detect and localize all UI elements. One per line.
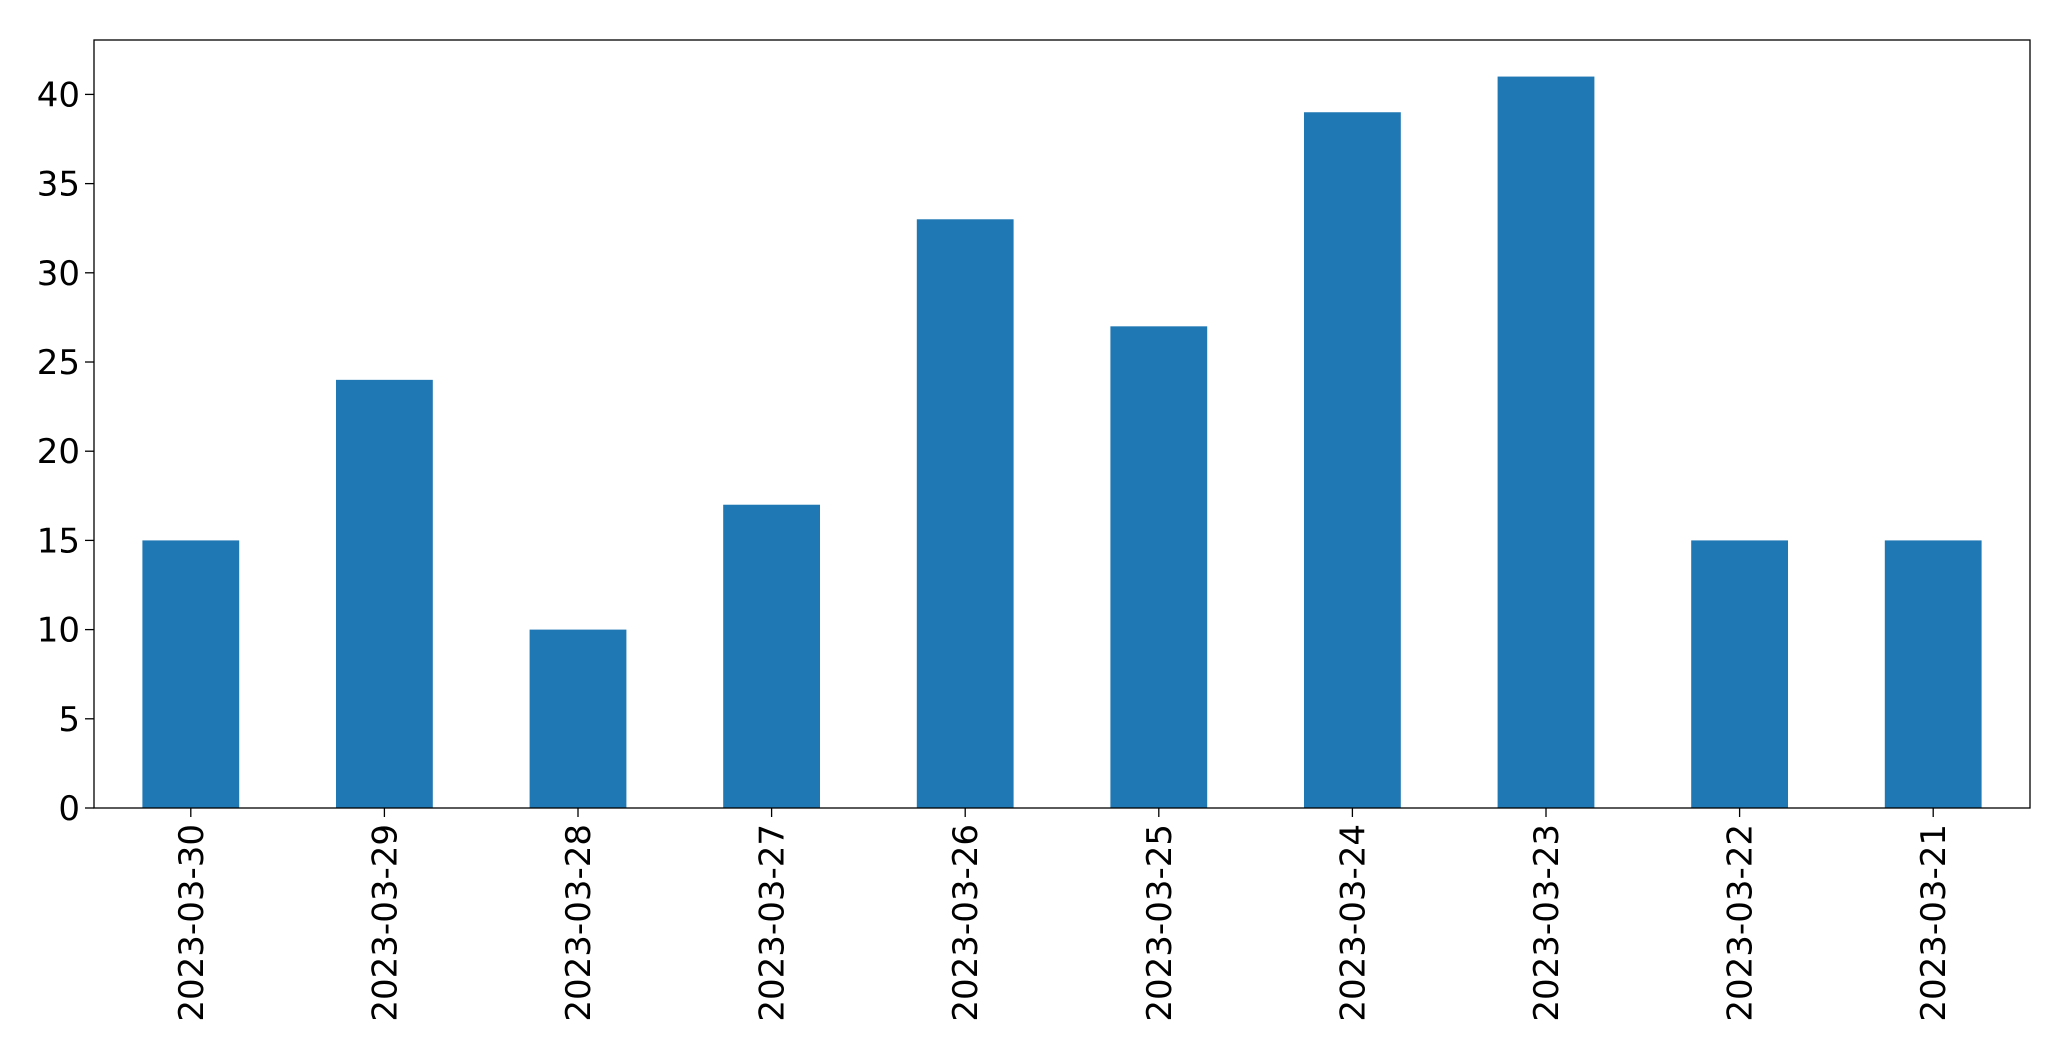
bar xyxy=(916,219,1014,809)
bar xyxy=(336,379,433,808)
y-tick-label: 10 xyxy=(37,611,80,651)
bar xyxy=(142,540,240,808)
x-tick-label: 2023-03-30 xyxy=(172,824,212,1022)
bar xyxy=(1110,326,1208,808)
x-tick-label: 2023-03-26 xyxy=(946,824,986,1022)
y-tick-label: 5 xyxy=(58,700,80,740)
plot-frame xyxy=(93,39,2031,809)
y-tick-label: 25 xyxy=(37,343,80,383)
bar xyxy=(1884,540,1982,808)
y-tick-label: 30 xyxy=(37,254,80,294)
x-tick-label: 2023-03-28 xyxy=(559,824,599,1022)
bar xyxy=(529,629,627,808)
x-tick-label: 2023-03-24 xyxy=(1333,824,1373,1022)
bar xyxy=(1304,112,1401,809)
x-tick-label: 2023-03-22 xyxy=(1721,824,1761,1022)
bar xyxy=(1497,76,1595,809)
x-tick-label: 2023-03-27 xyxy=(753,824,793,1022)
x-tick-label: 2023-03-23 xyxy=(1527,824,1567,1022)
y-tick-label: 15 xyxy=(37,521,80,561)
x-tick-label: 2023-03-25 xyxy=(1140,824,1180,1022)
y-tick-label: 20 xyxy=(37,432,80,472)
y-tick-label: 35 xyxy=(37,165,80,205)
bar xyxy=(723,504,820,808)
bar xyxy=(1691,540,1788,808)
y-tick-label: 40 xyxy=(37,75,80,115)
x-tick-label: 2023-03-21 xyxy=(1914,824,1954,1022)
x-tick-label: 2023-03-29 xyxy=(365,824,405,1022)
y-tick-label: 0 xyxy=(58,789,80,829)
